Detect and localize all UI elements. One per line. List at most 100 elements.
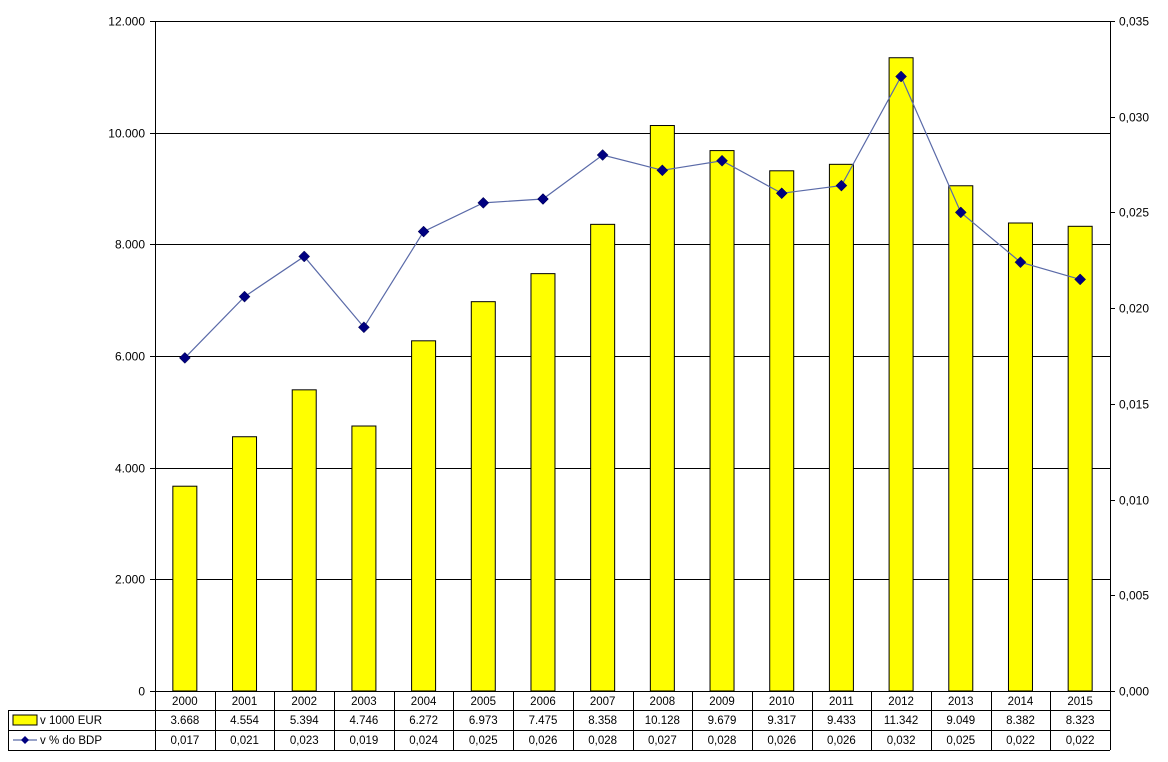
x-category-label: 2006 — [530, 696, 556, 708]
x-category-label: 2013 — [948, 696, 974, 708]
x-category-label: 2004 — [411, 696, 437, 708]
x-category-label: 2011 — [829, 696, 854, 708]
data-label-line: 0,028 — [708, 735, 737, 747]
data-label-bar: 5.394 — [290, 715, 319, 727]
data-label-line: 0,025 — [946, 735, 975, 747]
y-left-tick-label: 0 — [138, 685, 145, 699]
line-point — [775, 187, 788, 200]
bar — [709, 150, 735, 692]
legend-line-marker — [21, 736, 29, 744]
data-label-bar: 7.475 — [529, 715, 558, 727]
y-right-tick-label: 0,015 — [1119, 398, 1149, 412]
x-category-label: 2014 — [1008, 696, 1034, 708]
line-point — [1074, 273, 1087, 286]
bar — [769, 170, 795, 692]
line-point — [537, 193, 549, 205]
data-label-bar: 9.317 — [767, 715, 796, 727]
bar — [1007, 222, 1033, 692]
y-left-tick-label: 12.000 — [108, 15, 145, 29]
legend-line-label: v % do BDP — [40, 735, 102, 747]
data-label-line: 0,026 — [529, 735, 558, 747]
line-point — [477, 197, 490, 209]
data-label-line: 0,024 — [409, 735, 438, 747]
line-point — [716, 154, 728, 167]
y-left-tick-label: 10.000 — [108, 127, 145, 141]
bar — [649, 125, 675, 692]
line-point — [1014, 256, 1027, 269]
data-label-bar: 9.049 — [946, 715, 975, 727]
y-right-tick-label: 0,025 — [1119, 206, 1149, 220]
x-category-label: 2008 — [650, 696, 676, 708]
x-category-label: 2012 — [888, 696, 914, 708]
y-left-tick-label: 2.000 — [115, 573, 145, 587]
data-label-line: 0,023 — [290, 735, 319, 747]
line-point — [358, 321, 370, 334]
data-label-bar: 3.668 — [170, 715, 199, 727]
y-right-tick-label: 0,010 — [1119, 494, 1149, 508]
data-label-line: 0,021 — [230, 735, 259, 747]
bar — [590, 223, 616, 692]
y-right-tick-label: 0,035 — [1119, 15, 1149, 29]
data-label-bar: 9.433 — [827, 715, 856, 727]
data-label-line: 0,017 — [170, 735, 199, 747]
y-right-tick-label: 0,030 — [1119, 111, 1149, 125]
y-right-tick-label: 0,020 — [1119, 302, 1149, 316]
line-point — [298, 250, 311, 263]
data-label-bar: 4.746 — [350, 715, 379, 727]
y-left-tick-label: 8.000 — [115, 238, 145, 252]
x-category-label: 2001 — [232, 696, 258, 708]
bar — [828, 163, 854, 692]
legend-bar-key — [12, 714, 38, 726]
bar — [1067, 225, 1093, 692]
data-label-bar: 8.323 — [1066, 715, 1095, 727]
data-label-line: 0,026 — [827, 735, 856, 747]
x-category-label: 2005 — [470, 696, 496, 708]
data-label-bar: 6.973 — [469, 715, 498, 727]
line-point — [417, 225, 430, 238]
line-point — [178, 352, 191, 364]
bar — [948, 185, 974, 692]
bar — [470, 301, 496, 692]
bar — [351, 425, 377, 692]
line-point — [895, 70, 907, 83]
y-left-tick-label: 4.000 — [115, 462, 145, 476]
data-label-bar: 11.342 — [884, 715, 918, 727]
y-right-tick-label: 0,000 — [1119, 685, 1149, 699]
bar — [411, 340, 437, 692]
bar — [232, 436, 258, 692]
bar — [172, 485, 198, 692]
x-category-label: 2002 — [291, 696, 317, 708]
y-right-tick-label: 0,005 — [1119, 589, 1149, 603]
y-left-tick-label: 6.000 — [115, 350, 145, 364]
data-label-line: 0,025 — [469, 735, 498, 747]
bar — [888, 57, 914, 692]
bar — [291, 389, 317, 692]
data-label-line: 0,028 — [588, 735, 617, 747]
line-point — [954, 206, 967, 219]
x-category-label: 2015 — [1067, 696, 1093, 708]
data-label-line: 0,032 — [887, 735, 916, 747]
series-line — [184, 75, 1081, 359]
x-category-label: 2003 — [351, 696, 377, 708]
data-label-line: 0,022 — [1066, 735, 1095, 747]
data-label-bar: 4.554 — [230, 715, 259, 727]
data-label-bar: 6.272 — [409, 715, 438, 727]
data-label-line: 0,022 — [1006, 735, 1035, 747]
data-label-bar: 9.679 — [708, 715, 737, 727]
x-category-label: 2000 — [172, 696, 198, 708]
data-label-bar: 8.358 — [588, 715, 617, 727]
legend-bar-label: v 1000 EUR — [40, 715, 102, 727]
data-label-line: 0,026 — [767, 735, 796, 747]
data-label-line: 0,027 — [648, 735, 677, 747]
line-point — [238, 290, 251, 303]
line-point — [596, 149, 609, 161]
line-point — [656, 164, 669, 177]
bar — [530, 273, 556, 692]
x-category-label: 2007 — [590, 696, 616, 708]
data-label-bar: 10.128 — [645, 715, 680, 727]
x-category-label: 2009 — [709, 696, 735, 708]
line-point — [835, 179, 848, 192]
x-category-label: 2010 — [769, 696, 795, 708]
data-label-bar: 8.382 — [1006, 715, 1035, 727]
